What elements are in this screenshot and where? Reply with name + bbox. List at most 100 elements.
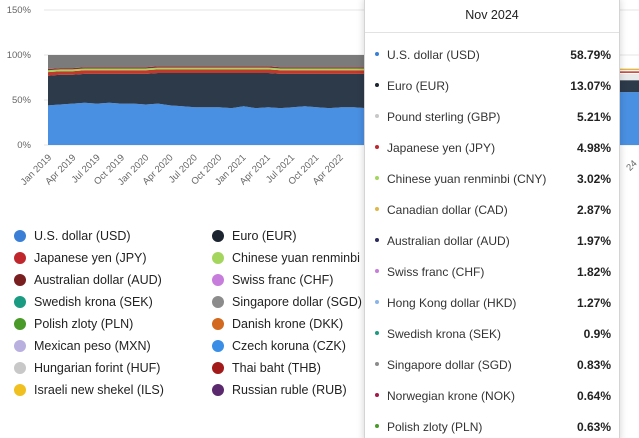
tooltip-row: Singapore dollar (SGD) 0.83% — [365, 356, 619, 376]
legend-swatch-icon — [14, 362, 26, 374]
legend-swatch-icon — [14, 296, 26, 308]
legend-swatch-icon — [212, 252, 224, 264]
legend-item[interactable]: Japanese yen (JPY) — [14, 250, 147, 266]
tooltip-series-name: Canadian dollar (CAD) — [387, 203, 508, 217]
tooltip-row: Swedish krona (SEK) 0.9% — [365, 325, 619, 345]
y-axis-labels: 150% 100% 50% 0% — [7, 5, 32, 151]
legend-label: Thai baht (THB) — [232, 361, 321, 375]
tooltip-row: Canadian dollar (CAD) 2.87% — [365, 201, 619, 221]
bullet-icon — [375, 424, 379, 428]
tooltip-series-name: U.S. dollar (USD) — [387, 48, 480, 62]
legend-swatch-icon — [212, 296, 224, 308]
legend-label: Singapore dollar (SGD) — [232, 295, 362, 309]
legend-swatch-icon — [14, 230, 26, 242]
bullet-icon — [375, 331, 379, 335]
legend-item[interactable]: Mexican peso (MXN) — [14, 338, 151, 354]
tooltip-row: Norwegian krone (NOK) 0.64% — [365, 387, 619, 407]
tooltip-series-name: Pound sterling (GBP) — [387, 110, 501, 124]
legend-label: Chinese yuan renminbi — [232, 251, 360, 265]
tooltip-row: Euro (EUR) 13.07% — [365, 77, 619, 97]
tooltip-series-value: 5.21% — [576, 110, 611, 124]
legend-item[interactable]: Israeli new shekel (ILS) — [14, 382, 164, 398]
legend-item[interactable]: Russian ruble (RUB) — [212, 382, 347, 398]
bullet-icon — [375, 393, 379, 397]
legend-label: Swiss franc (CHF) — [232, 273, 334, 287]
area-series[interactable] — [48, 67, 366, 73]
legend-label: Japanese yen (JPY) — [34, 251, 147, 265]
legend-label: Swedish krona (SEK) — [34, 295, 153, 309]
tooltip-series-value: 13.07% — [570, 79, 611, 93]
tooltip-series-name: Australian dollar (AUD) — [387, 234, 510, 248]
area-series — [620, 80, 639, 93]
tooltip-series-name: Euro (EUR) — [387, 79, 450, 93]
right-series-peek: 24 — [620, 68, 639, 173]
legend-label: Danish krone (DKK) — [232, 317, 344, 331]
legend-item[interactable]: Chinese yuan renminbi — [212, 250, 360, 266]
legend-swatch-icon — [14, 274, 26, 286]
legend-item[interactable]: Czech koruna (CZK) — [212, 338, 346, 354]
tooltip-series-value: 1.82% — [576, 265, 611, 279]
legend-label: Russian ruble (RUB) — [232, 383, 347, 397]
y-tick-label: 0% — [17, 140, 31, 151]
bullet-icon — [375, 207, 379, 211]
tooltip-row: Chinese yuan renminbi (CNY) 3.02% — [365, 170, 619, 190]
legend-item[interactable]: U.S. dollar (USD) — [14, 228, 131, 244]
tooltip-row: Hong Kong dollar (HKD) 1.27% — [365, 294, 619, 314]
legend-item[interactable]: Euro (EUR) — [212, 228, 297, 244]
tooltip-row: Pound sterling (GBP) 5.21% — [365, 108, 619, 128]
tooltip-row: U.S. dollar (USD) 58.79% — [365, 46, 619, 66]
bullet-icon — [375, 114, 379, 118]
area-series[interactable] — [48, 102, 366, 145]
tooltip-series-name: Swedish krona (SEK) — [387, 327, 502, 341]
area-series[interactable] — [48, 73, 366, 109]
legend-swatch-icon — [212, 230, 224, 242]
legend-swatch-icon — [14, 384, 26, 396]
legend-item[interactable]: Australian dollar (AUD) — [14, 272, 162, 288]
x-tick-label: 24 — [624, 158, 639, 173]
legend-item[interactable]: Thai baht (THB) — [212, 360, 321, 376]
bullet-icon — [375, 145, 379, 149]
area-series — [620, 92, 639, 145]
tooltip-series-name: Swiss franc (CHF) — [387, 265, 485, 279]
data-tooltip: Nov 2024 U.S. dollar (USD) 58.79% Euro (EU… — [364, 0, 620, 438]
legend-item[interactable]: Swedish krona (SEK) — [14, 294, 153, 310]
legend-item[interactable]: Polish zloty (PLN) — [14, 316, 133, 332]
legend-item[interactable]: Singapore dollar (SGD) — [212, 294, 362, 310]
area-series[interactable] — [48, 69, 366, 76]
legend-item[interactable]: Swiss franc (CHF) — [212, 272, 333, 288]
area-series — [620, 73, 639, 81]
legend-swatch-icon — [14, 318, 26, 330]
area-series[interactable] — [48, 66, 366, 71]
legend-swatch-icon — [212, 274, 224, 286]
legend-swatch-icon — [212, 340, 224, 352]
legend-label: U.S. dollar (USD) — [34, 229, 131, 243]
bullet-icon — [375, 269, 379, 273]
tooltip-series-value: 1.27% — [576, 296, 611, 310]
legend-item[interactable]: Danish krone (DKK) — [212, 316, 343, 332]
tooltip-series-name: Polish zloty (PLN) — [387, 420, 483, 434]
bullet-icon — [375, 362, 379, 366]
legend-item[interactable]: Hungarian forint (HUF) — [14, 360, 160, 376]
bullet-icon — [375, 83, 379, 87]
tooltip-series-name: Chinese yuan renminbi (CNY) — [387, 172, 547, 186]
tooltip-series-value: 3.02% — [576, 172, 611, 186]
legend-label: Euro (EUR) — [232, 229, 297, 243]
bullet-icon — [375, 300, 379, 304]
legend-label: Czech koruna (CZK) — [232, 339, 346, 353]
tooltip-series-value: 0.63% — [576, 420, 611, 434]
area-series[interactable] — [48, 55, 366, 69]
legend-swatch-icon — [212, 318, 224, 330]
tooltip-series-name: Hong Kong dollar (HKD) — [387, 296, 517, 310]
bullet-icon — [375, 176, 379, 180]
stacked-areas — [48, 55, 366, 145]
tooltip-series-name: Singapore dollar (SGD) — [387, 358, 512, 372]
legend-swatch-icon — [14, 252, 26, 264]
tooltip-series-value: 4.98% — [576, 141, 611, 155]
tooltip-title: Nov 2024 — [365, 0, 619, 33]
tooltip-series-value: 1.97% — [576, 234, 611, 248]
tooltip-series-name: Norwegian krone (NOK) — [387, 389, 516, 403]
tooltip-series-value: 0.83% — [576, 358, 611, 372]
legend-swatch-icon — [212, 384, 224, 396]
